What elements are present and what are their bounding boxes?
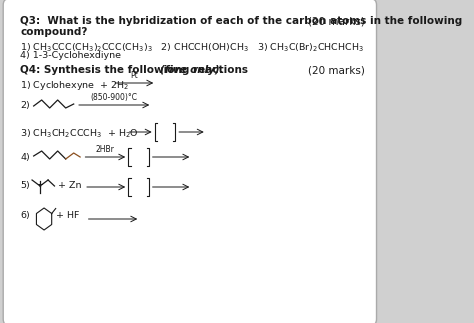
Text: 5): 5) [20, 181, 30, 190]
Text: 3) CH$_3$CH$_2$CCCH$_3$  + H$_2$O: 3) CH$_3$CH$_2$CCCH$_3$ + H$_2$O [20, 127, 139, 140]
Text: 1) Cyclohexyne  + 2H$_2$: 1) Cyclohexyne + 2H$_2$ [20, 79, 129, 92]
Text: Q3:  What is the hybridization of each of the carbon atoms in the following: Q3: What is the hybridization of each of… [20, 16, 462, 26]
Text: compound?: compound? [20, 27, 87, 37]
FancyBboxPatch shape [3, 0, 376, 323]
Text: 4): 4) [20, 153, 30, 162]
Text: (20 marks): (20 marks) [309, 16, 365, 26]
Text: (20 marks): (20 marks) [309, 65, 365, 75]
Text: + HF: + HF [56, 211, 80, 220]
Text: (850-900)°C: (850-900)°C [91, 93, 137, 102]
Text: 4) 1-3-Cyclohexdiyne: 4) 1-3-Cyclohexdiyne [20, 51, 121, 60]
Text: 2): 2) [20, 101, 30, 110]
Text: (five only).: (five only). [160, 65, 224, 75]
Text: 2HBr: 2HBr [96, 145, 115, 154]
Text: 1) CH$_3$CCC(CH$_3$)$_2$CCC(CH$_3$)$_3$   2) CHCCH(OH)CH$_3$   3) CH$_3$C(Br)$_2: 1) CH$_3$CCC(CH$_3$)$_2$CCC(CH$_3$)$_3$ … [20, 41, 364, 54]
Text: 6): 6) [20, 211, 30, 220]
Text: Pt: Pt [130, 71, 138, 80]
Text: Q4: Synthesis the followiong reactions: Q4: Synthesis the followiong reactions [20, 65, 252, 75]
Text: + Zn: + Zn [58, 181, 81, 190]
